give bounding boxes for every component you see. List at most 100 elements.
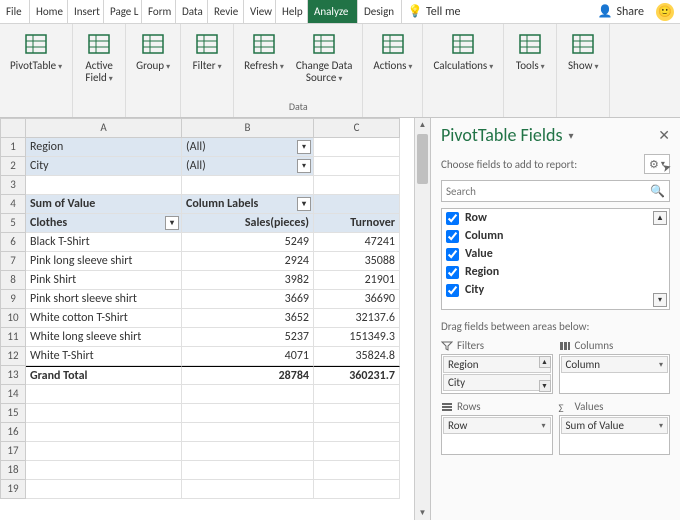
cell[interactable] <box>182 442 314 461</box>
field-chip[interactable]: Region▾ <box>443 356 551 373</box>
data-cell[interactable]: 35824.8 <box>314 347 400 366</box>
tab-analyze[interactable]: Analyze <box>308 0 358 23</box>
data-cell[interactable]: 3982 <box>182 271 314 290</box>
row-label[interactable]: White cotton T-Shirt <box>26 309 182 328</box>
cell[interactable] <box>26 423 182 442</box>
row-label[interactable]: Pink long sleeve shirt <box>26 252 182 271</box>
data-cell[interactable]: 5237 <box>182 328 314 347</box>
cell[interactable] <box>314 461 400 480</box>
chip-caret-icon[interactable]: ▾ <box>659 421 663 431</box>
tab-help[interactable]: Help <box>276 0 308 23</box>
data-cell[interactable]: 36690 <box>314 290 400 309</box>
data-cell[interactable]: 151349.3 <box>314 328 400 347</box>
fieldlist-dropdown-icon[interactable]: ▾ <box>653 293 667 307</box>
area-dropzone[interactable]: Column▾ <box>559 354 671 394</box>
cell[interactable] <box>26 442 182 461</box>
pane-close-icon[interactable]: ✕ <box>658 127 670 144</box>
tab-insert[interactable]: Insert <box>68 0 104 23</box>
cell[interactable] <box>26 461 182 480</box>
data-cell[interactable]: 2924 <box>182 252 314 271</box>
cell[interactable] <box>314 385 400 404</box>
pane-options-button[interactable]: ⚙▾ ➤ <box>644 154 670 174</box>
row-label[interactable]: White T-Shirt <box>26 347 182 366</box>
cell[interactable] <box>182 404 314 423</box>
pane-menu-caret-icon[interactable]: ▾ <box>569 129 574 142</box>
row-header[interactable]: 18 <box>0 461 26 480</box>
filter-dropdown-icon[interactable]: ▾ <box>297 159 311 173</box>
cell[interactable] <box>314 157 400 176</box>
report-filter-field[interactable]: Region <box>26 138 182 157</box>
tab-data[interactable]: Data <box>176 0 208 23</box>
tab-review[interactable]: Revie <box>208 0 244 23</box>
ribbon-tools-button[interactable]: Tools <box>508 26 552 111</box>
field-item[interactable]: Row <box>442 209 669 227</box>
tab-file[interactable]: File <box>0 0 30 23</box>
field-chip[interactable]: City▾ <box>443 374 551 391</box>
values-label[interactable]: Sum of Value <box>26 195 182 214</box>
row-header[interactable]: 9 <box>0 290 26 309</box>
filter-dropdown-icon[interactable]: ▾ <box>165 216 179 230</box>
report-filter-value[interactable]: (All)▾ <box>182 138 314 157</box>
worksheet[interactable]: ABC 1Region(All)▾2City(All)▾34Sum of Val… <box>0 118 414 520</box>
field-item[interactable]: City <box>442 281 669 299</box>
row-header[interactable]: 14 <box>0 385 26 404</box>
tab-design[interactable]: Design <box>358 0 402 23</box>
field-chip[interactable]: Column▾ <box>561 356 669 373</box>
report-filter-value[interactable]: (All)▾ <box>182 157 314 176</box>
row-label[interactable]: Pink short sleeve shirt <box>26 290 182 309</box>
ribbon-calculations-button[interactable]: Calculations <box>427 26 499 111</box>
area-dropzone[interactable]: Region▾City▾▲▼ <box>441 354 553 394</box>
col-header-sales[interactable]: Sales(pieces) <box>182 214 314 233</box>
fieldlist-scroll-up-icon[interactable]: ▲ <box>653 211 667 225</box>
report-filter-field[interactable]: City <box>26 157 182 176</box>
row-header[interactable]: 19 <box>0 480 26 499</box>
row-header[interactable]: 8 <box>0 271 26 290</box>
row-header[interactable]: 11 <box>0 328 26 347</box>
data-cell[interactable]: 32137.6 <box>314 309 400 328</box>
filter-dropdown-icon[interactable]: ▾ <box>297 197 311 211</box>
cell[interactable] <box>314 176 400 195</box>
area-dropzone[interactable]: Row▾ <box>441 415 553 455</box>
tab-view[interactable]: View <box>244 0 276 23</box>
row-label[interactable]: White long sleeve shirt <box>26 328 182 347</box>
row-header[interactable]: 4 <box>0 195 26 214</box>
slot-scroll-down-icon[interactable]: ▼ <box>539 380 551 392</box>
tab-page-layout[interactable]: Page L <box>104 0 142 23</box>
cell[interactable] <box>26 404 182 423</box>
scroll-down-icon[interactable]: ▼ <box>415 506 430 520</box>
row-header[interactable]: 3 <box>0 176 26 195</box>
col-header-turnover[interactable]: Turnover <box>314 214 400 233</box>
chip-caret-icon[interactable]: ▾ <box>541 421 545 431</box>
grand-total-value[interactable]: 28784 <box>182 366 314 385</box>
row-header[interactable]: 16 <box>0 423 26 442</box>
ribbon-change-data-source-button[interactable]: Change Data Source <box>290 26 359 98</box>
field-item[interactable]: Value <box>442 245 669 263</box>
row-header[interactable]: 1 <box>0 138 26 157</box>
tell-me-group[interactable]: 💡 Tell me <box>402 0 467 23</box>
data-cell[interactable]: 3652 <box>182 309 314 328</box>
data-cell[interactable]: 47241 <box>314 233 400 252</box>
cell[interactable] <box>314 423 400 442</box>
field-chip[interactable]: Sum of Value▾ <box>561 417 669 434</box>
scroll-up-icon[interactable]: ▲ <box>415 118 430 132</box>
chip-caret-icon[interactable]: ▾ <box>659 360 663 370</box>
tab-formulas[interactable]: Form <box>142 0 176 23</box>
field-item[interactable]: Region <box>442 263 669 281</box>
search-input[interactable] <box>446 185 650 198</box>
field-checkbox[interactable] <box>446 230 459 243</box>
cell[interactable] <box>314 480 400 499</box>
col-header-C[interactable]: C <box>314 118 400 138</box>
field-checkbox[interactable] <box>446 284 459 297</box>
field-checkbox[interactable] <box>446 266 459 279</box>
row-header[interactable]: 5 <box>0 214 26 233</box>
row-label[interactable]: Black T-Shirt <box>26 233 182 252</box>
field-search[interactable]: 🔍 <box>441 180 670 202</box>
cell[interactable] <box>314 442 400 461</box>
ribbon-filter-button[interactable]: Filter <box>185 26 229 111</box>
cell[interactable] <box>182 461 314 480</box>
ribbon-group-button[interactable]: Group <box>130 26 176 111</box>
row-header[interactable]: 2 <box>0 157 26 176</box>
row-header[interactable]: 17 <box>0 442 26 461</box>
cell[interactable] <box>314 404 400 423</box>
cell[interactable] <box>26 480 182 499</box>
